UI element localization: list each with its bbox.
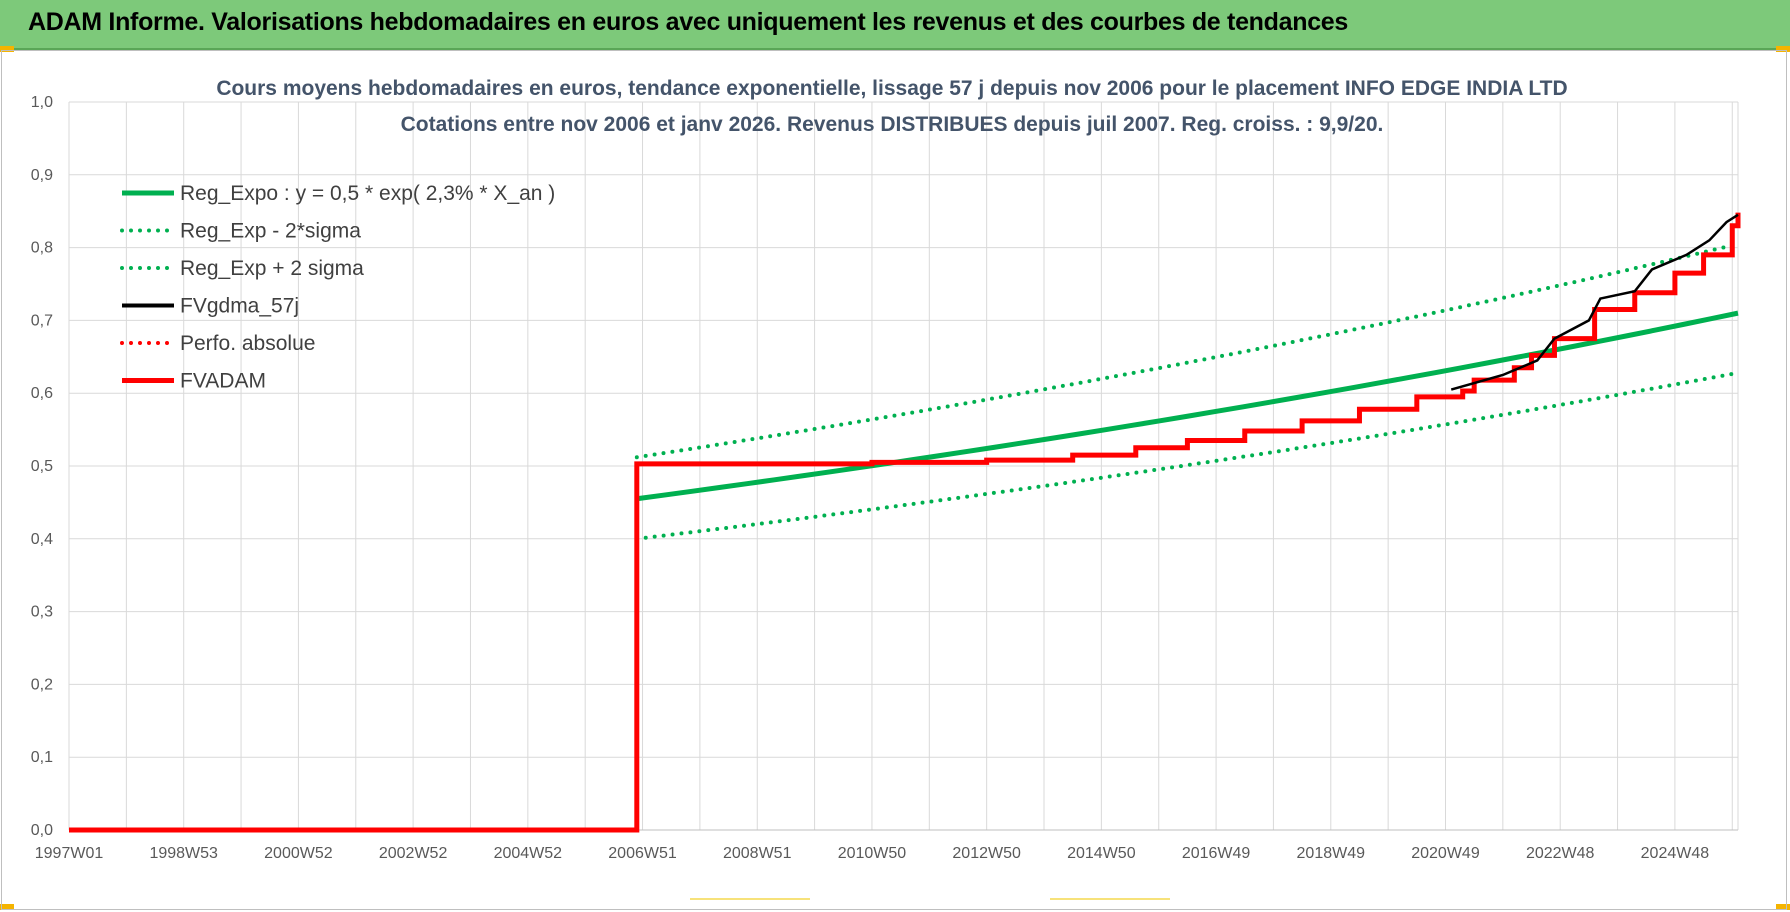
legend-label: Reg_Expo : y = 0,5 * exp( 2,3% * X_an )	[180, 182, 555, 205]
y-tick-label: 0,9	[31, 167, 53, 184]
series-line-1	[634, 370, 1740, 541]
series-line-2	[634, 241, 1740, 460]
x-tick-label: 2016W49	[1182, 845, 1251, 862]
x-tick-label: 1998W53	[149, 845, 218, 862]
x-tick-label: 2012W50	[952, 845, 1021, 862]
x-tick-label: 2010W50	[838, 845, 907, 862]
y-tick-label: 0,5	[31, 458, 53, 475]
y-tick-label: 1,0	[31, 94, 53, 111]
x-tick-label: 2018W49	[1297, 845, 1366, 862]
y-tick-label: 0,1	[31, 749, 53, 766]
x-tick-label: 1997W01	[35, 845, 104, 862]
x-tick-label: 2020W49	[1411, 845, 1480, 862]
x-tick-label: 2000W52	[264, 845, 333, 862]
x-tick-label: 2002W52	[379, 845, 448, 862]
legend-label: FVADAM	[180, 370, 266, 393]
header-bar: ADAM Informe. Valorisations hebdomadaire…	[0, 0, 1790, 50]
series-line-5	[69, 212, 1741, 833]
y-tick-label: 0,8	[31, 240, 53, 257]
y-tick-label: 0,2	[31, 676, 53, 693]
legend-label: Reg_Exp + 2 sigma	[180, 257, 364, 280]
chart-title: Cours moyens hebdomadaires en euros, ten…	[216, 77, 1567, 100]
legend: Reg_Expo : y = 0,5 * exp( 2,3% * X_an ) R…	[120, 182, 555, 393]
x-tick-label: 2022W48	[1526, 845, 1595, 862]
page-title: ADAM Informe. Valorisations hebdomadaire…	[28, 8, 1349, 36]
corner-mark-top-left	[0, 46, 14, 52]
grid	[68, 101, 1739, 831]
y-tick-label: 0,6	[31, 385, 53, 402]
legend-label: Perfo. absolue	[180, 332, 315, 355]
y-tick-label: 0,7	[31, 312, 53, 329]
y-axis-ticks: 0,0 0,1 0,2 0,3 0,4 0,5 0,6 0,7 0,8 0,9 1,0	[31, 94, 53, 839]
y-tick-label: 0,3	[31, 604, 53, 621]
x-axis-ticks: 1997W01 1998W53 2000W52 2002W52 2004W52 2006W…	[35, 845, 1710, 862]
corner-mark-bottom-left	[0, 904, 14, 910]
x-tick-label: 2004W52	[494, 845, 563, 862]
divider-mark-right	[1050, 898, 1170, 900]
chart-frame	[1, 50, 1787, 910]
x-tick-label: 2014W50	[1067, 845, 1136, 862]
x-tick-label: 2024W48	[1641, 845, 1710, 862]
y-tick-label: 0,0	[31, 822, 53, 839]
x-tick-label: 2006W51	[608, 845, 677, 862]
x-tick-label: 2008W51	[723, 845, 792, 862]
legend-label: Reg_Exp - 2*sigma	[180, 220, 361, 243]
series-lines	[69, 212, 1741, 833]
series-line-3	[1450, 213, 1739, 391]
divider-mark-left	[690, 898, 810, 900]
corner-mark-bottom-right	[1776, 904, 1790, 910]
corner-mark-top-right	[1776, 46, 1790, 52]
y-tick-label: 0,4	[31, 531, 53, 548]
chart-subtitle: Cotations entre nov 2006 et janv 2026. R…	[401, 113, 1384, 136]
legend-label: FVgdma_57j	[180, 295, 299, 318]
